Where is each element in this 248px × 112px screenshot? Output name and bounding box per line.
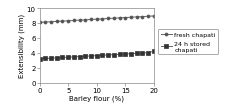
24 h stored
chapati: [72, 57, 75, 58]
24 h stored
chapati: [95, 55, 98, 57]
Y-axis label: Extensibility (mm): Extensibility (mm): [19, 14, 25, 78]
24 h stored
chapati: [147, 53, 150, 54]
24 h stored
chapati: [67, 57, 70, 58]
fresh chapati: [72, 21, 75, 22]
fresh chapati: [38, 23, 41, 24]
24 h stored
chapati: [107, 55, 110, 56]
fresh chapati: [152, 16, 155, 17]
fresh chapati: [112, 18, 115, 20]
fresh chapati: [101, 19, 104, 20]
fresh chapati: [107, 19, 110, 20]
fresh chapati: [78, 20, 81, 22]
24 h stored
chapati: [84, 56, 87, 57]
24 h stored
chapati: [61, 57, 64, 59]
X-axis label: Barley flour (%): Barley flour (%): [69, 94, 124, 101]
fresh chapati: [67, 21, 70, 22]
fresh chapati: [124, 18, 127, 19]
fresh chapati: [84, 20, 87, 21]
24 h stored
chapati: [90, 56, 93, 57]
Legend: fresh chapati, 24 h stored
chapati: fresh chapati, 24 h stored chapati: [158, 30, 218, 55]
fresh chapati: [129, 17, 132, 19]
fresh chapati: [55, 22, 58, 23]
24 h stored
chapati: [55, 58, 58, 59]
24 h stored
chapati: [44, 58, 47, 60]
24 h stored
chapati: [141, 53, 144, 54]
fresh chapati: [135, 17, 138, 18]
fresh chapati: [44, 22, 47, 24]
24 h stored
chapati: [129, 54, 132, 55]
fresh chapati: [147, 16, 150, 18]
fresh chapati: [95, 19, 98, 21]
Line: 24 h stored
chapati: 24 h stored chapati: [38, 50, 155, 61]
24 h stored
chapati: [124, 54, 127, 55]
24 h stored
chapati: [50, 58, 53, 59]
fresh chapati: [50, 22, 53, 23]
24 h stored
chapati: [38, 59, 41, 60]
fresh chapati: [90, 20, 93, 21]
fresh chapati: [61, 21, 64, 23]
fresh chapati: [141, 17, 144, 18]
24 h stored
chapati: [118, 54, 121, 56]
24 h stored
chapati: [135, 53, 138, 55]
Line: fresh chapati: fresh chapati: [38, 15, 155, 25]
24 h stored
chapati: [112, 54, 115, 56]
fresh chapati: [118, 18, 121, 19]
24 h stored
chapati: [78, 56, 81, 58]
24 h stored
chapati: [152, 51, 155, 53]
24 h stored
chapati: [101, 55, 104, 56]
